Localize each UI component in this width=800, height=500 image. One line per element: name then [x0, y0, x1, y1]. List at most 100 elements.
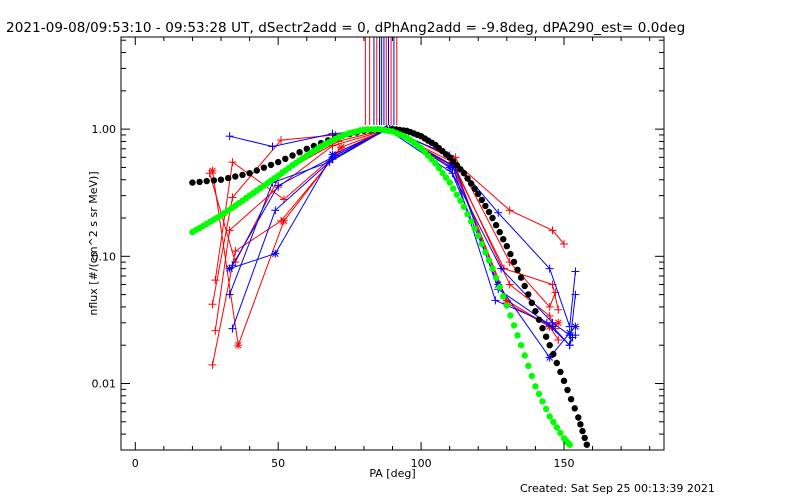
data-point [545, 302, 554, 311]
fit-dot [296, 149, 303, 156]
data-point [211, 326, 220, 335]
fit-dot [500, 236, 507, 243]
fit-dot [489, 265, 496, 272]
fit-dot [467, 218, 475, 225]
fit-dot [471, 185, 478, 192]
fit-dot [478, 196, 485, 204]
created-timestamp: Created: Sat Sep 25 00:13:39 2021 [520, 482, 715, 495]
data-point [234, 341, 243, 350]
fit-dot [575, 414, 582, 421]
fit-dot [482, 249, 489, 256]
fit-dot [528, 372, 535, 380]
fit-dot [464, 210, 471, 218]
fit-dot [503, 302, 510, 309]
fit-dot [539, 398, 546, 405]
data-point [271, 249, 280, 258]
data-point [225, 264, 234, 273]
data-point [328, 153, 337, 162]
fit-dot [521, 282, 528, 290]
fit-dot [239, 171, 246, 179]
y-axis-label: nflux [#/(cm^2 s sr MeV)] [87, 171, 100, 315]
data-point [205, 169, 214, 178]
fit-dot [525, 362, 532, 369]
data-point [225, 132, 234, 141]
fit-dot [514, 332, 521, 339]
data-point [494, 208, 503, 217]
fit-dot [507, 250, 514, 258]
data-point [505, 280, 514, 289]
fit-dot [203, 177, 210, 185]
fit-dot [583, 441, 590, 448]
x-axis-label: PA [deg] [369, 467, 415, 480]
fit-dot [510, 322, 518, 329]
data-point [548, 226, 557, 235]
fit-dot [246, 170, 253, 177]
fit-dot [532, 383, 539, 390]
data-point [225, 290, 234, 299]
fit-dot [577, 421, 584, 428]
series-line [212, 128, 559, 346]
data-point [571, 290, 580, 299]
fit-dot [525, 291, 532, 298]
fit-dot [485, 208, 493, 216]
plot-frame [120, 36, 665, 451]
x-tick-label: 100 [411, 457, 432, 470]
fit-dot [464, 175, 471, 182]
data-point [571, 267, 580, 276]
fit-dot [303, 145, 310, 152]
fit-dot [446, 179, 453, 186]
data-point [554, 335, 563, 344]
data-point [559, 239, 568, 248]
fit-dot [567, 396, 575, 403]
series-line [212, 128, 565, 305]
fit-dot [510, 258, 518, 266]
x-tick-label: 150 [553, 457, 574, 470]
fit-dot [492, 274, 500, 282]
fit-dot [489, 214, 496, 222]
data-point [274, 181, 283, 190]
fit-dot [517, 274, 525, 281]
fit-dot [253, 167, 260, 174]
y-tick-label: 0.01 [92, 377, 117, 390]
data-point [548, 322, 557, 331]
data-point [228, 158, 237, 167]
data-point [231, 247, 240, 256]
series-line [229, 128, 576, 336]
fit-dot [210, 177, 218, 184]
fit-dot [282, 155, 289, 162]
fit-dot [553, 359, 560, 367]
fit-dot [503, 243, 510, 250]
fit-dot [275, 158, 282, 166]
fit-dot [475, 232, 482, 239]
fit-dot [439, 169, 446, 177]
series-line [229, 128, 576, 359]
fit-dot [457, 197, 464, 204]
fit-dot [289, 152, 296, 159]
fit-dot [579, 427, 586, 435]
data-point [448, 169, 457, 178]
fit-dot [442, 174, 450, 181]
chart-title: 2021-09-08/09:53:10 - 09:53:28 UT, dSect… [6, 20, 686, 36]
fit-dot [450, 185, 457, 192]
fit-dot [189, 179, 196, 186]
data-point [337, 143, 346, 152]
data-point [228, 261, 237, 270]
fit-dot [557, 429, 564, 437]
fit-dot [500, 293, 507, 300]
data-point [497, 264, 506, 273]
fit-dot [460, 170, 468, 177]
series-line [214, 128, 556, 308]
fit-dot [260, 164, 268, 171]
fit-dot [496, 283, 503, 291]
fit-dot [196, 178, 203, 186]
fit-dot [581, 434, 588, 442]
fit-dot [550, 350, 557, 358]
fit-dot [225, 174, 232, 182]
data-point [545, 264, 554, 273]
fit-dot [560, 377, 568, 384]
fit-dot [571, 405, 578, 412]
series-line [232, 128, 573, 347]
data-point [211, 276, 220, 285]
fit-dot [471, 225, 478, 232]
fit-dot [521, 352, 528, 359]
